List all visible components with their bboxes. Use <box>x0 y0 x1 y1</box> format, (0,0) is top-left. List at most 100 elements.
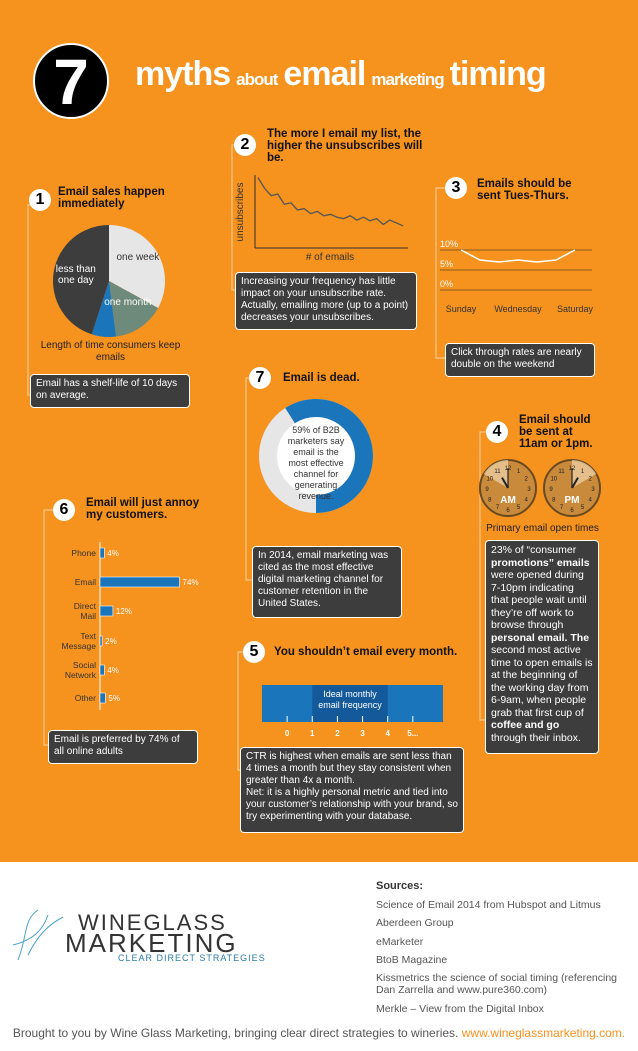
myth-title: You shouldn’t email every month. <box>274 646 458 658</box>
y-tick-label: Other <box>75 693 96 703</box>
clock-number: 5 <box>517 505 521 511</box>
clock-number: 8 <box>552 498 556 504</box>
clock-number: 2 <box>525 477 529 483</box>
note-segment: were opened during 7-10pm indicating tha… <box>491 569 587 631</box>
bar <box>99 605 114 617</box>
x-axis-label: # of emails <box>306 252 354 263</box>
clock-number: 2 <box>589 477 593 483</box>
myth-number: 4 <box>486 421 508 443</box>
y-tick-label: Direct Mail <box>74 601 97 621</box>
bar-value-label: 4% <box>107 666 119 675</box>
clock-number: 6 <box>570 508 574 514</box>
credit-link[interactable]: www.wineglassmarketing.com. <box>461 1026 626 1040</box>
clock-number: 7 <box>560 505 564 511</box>
clock-number: 6 <box>506 508 510 514</box>
bar <box>99 547 105 559</box>
data-line <box>460 249 576 263</box>
myth-title: Email is dead. <box>283 372 360 384</box>
note-segment: personal email. The <box>491 631 590 644</box>
source-item: BtoB Magazine <box>376 954 448 966</box>
note-box: CTR is highest when emails are sent less… <box>240 747 464 833</box>
pie-slice <box>109 281 159 337</box>
y-tick-label: 0% <box>440 279 453 289</box>
y-tick-label: 5% <box>440 259 453 269</box>
x-tick-label: 2 <box>335 729 340 738</box>
source-item: Science of Email 2014 from Hubspot and L… <box>376 899 601 911</box>
bar-chart: Phone 4% Email 74% Direct Mail 12% Text Message 2… <box>62 542 199 710</box>
line-chart: unsubscribes # of emails <box>235 175 408 263</box>
clock-number: 1 <box>517 469 521 475</box>
pie-label: less than one day <box>55 263 96 286</box>
clock-caption: Primary email open times <box>486 523 599 534</box>
credit-text: Brought to you by Wine Glass Marketing, … <box>12 1026 462 1040</box>
bar-value-label: 12% <box>116 607 132 616</box>
clock-number: 10 <box>486 477 493 483</box>
clock-label: PM <box>565 495 580 506</box>
x-tick-label: 3 <box>360 729 365 738</box>
badge-circle <box>33 43 109 119</box>
pie-label: one week <box>116 251 160 263</box>
pie-label: one month <box>104 296 152 308</box>
bar <box>99 635 103 647</box>
myth-number: 7 <box>249 367 271 389</box>
note-box: In 2014, email marketing was cited as th… <box>252 546 402 618</box>
note-box: Email has a shelf-life of 10 days on ave… <box>30 374 190 408</box>
line-chart: 10% 5% 0% Sunday Wednesday Saturday <box>440 239 594 314</box>
badge-number: 7 <box>53 46 89 118</box>
clock-shade <box>572 460 597 488</box>
note-segment: coffee and go <box>491 719 560 731</box>
clock-number: 9 <box>549 487 553 493</box>
frequency-bar: 0 1 2 3 4 5... <box>262 685 443 738</box>
credit-line: Brought to you by Wine Glass Marketing, … <box>0 1026 638 1040</box>
note-segment: 23% of “consumer <box>491 544 577 556</box>
clock: 121234567891011PM <box>543 459 601 517</box>
clock-number: 3 <box>527 487 531 493</box>
bar-value-label: 2% <box>105 637 117 646</box>
bar <box>99 576 180 588</box>
note-segment: promotions” emails <box>491 556 590 569</box>
x-tick-label: 1 <box>310 729 315 738</box>
x-tick-label: Saturday <box>557 304 594 314</box>
ideal-range <box>312 685 388 722</box>
clock-number: 11 <box>494 469 501 475</box>
bar-value-label: 5% <box>108 694 120 703</box>
logo-text: Marketing <box>65 928 238 958</box>
myth-title: Email sales happen immediately <box>58 186 165 210</box>
myth-title: The more I email my list, the higher the… <box>267 128 423 164</box>
clock-number: 8 <box>488 498 492 504</box>
range-label: Ideal monthly email frequency <box>318 689 382 710</box>
logo-swirl <box>12 909 64 961</box>
myth-number: 5 <box>243 641 265 663</box>
title-word: about <box>236 70 278 89</box>
y-tick-label: Text Message <box>62 631 97 651</box>
myth-number: 1 <box>29 189 51 211</box>
title-word: email <box>283 55 366 93</box>
note-box: Email is preferred by 74% of all online … <box>48 730 198 764</box>
myth-number: 3 <box>445 177 467 199</box>
x-tick-label: Wednesday <box>494 304 542 314</box>
pie-chart <box>53 225 165 337</box>
clock-number: 9 <box>485 487 489 493</box>
title-word: myths <box>135 55 231 93</box>
bar-value-label: 74% <box>183 578 199 587</box>
donut-chart <box>259 399 373 513</box>
clock-number: 4 <box>589 498 593 504</box>
myth-title: Emails should be sent Tues-Thurs. <box>477 178 572 202</box>
bar <box>99 664 105 676</box>
pie-caption: Length of time consumers keep emails <box>40 340 181 363</box>
y-tick-label: Email <box>75 577 96 587</box>
title-word: marketing <box>371 70 444 89</box>
x-tick-label: 0 <box>285 729 290 738</box>
header-title: myths about email marketing timing <box>135 55 615 94</box>
logo-tagline: Clear Direct Strategies <box>118 953 266 963</box>
data-line <box>257 177 404 227</box>
clock-number: 7 <box>496 505 500 511</box>
clock-shade <box>483 460 508 488</box>
y-tick-label: 10% <box>440 239 458 249</box>
bar <box>99 692 106 704</box>
donut-label: 59% of B2B marketers say email is the mo… <box>287 425 345 501</box>
note-segment: through their inbox. <box>491 731 581 744</box>
hour-hand <box>571 477 579 489</box>
